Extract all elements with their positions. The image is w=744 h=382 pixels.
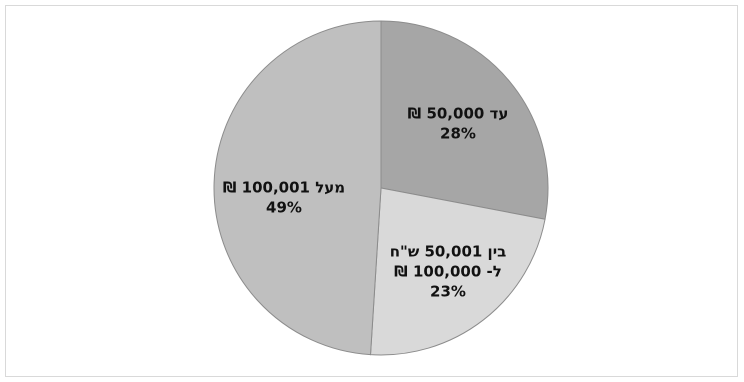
- pie-chart: עד 50,000 ₪ 28% בין 50,001 ש"ח ל- 100,000 ₪…: [213, 20, 549, 356]
- slice-2-label-line-1: בין 50,001 ש"ח: [390, 243, 507, 261]
- pie-slice-2: [369, 187, 546, 356]
- slice-3-percent: 49%: [266, 199, 302, 217]
- slice-2-percent: 23%: [430, 283, 466, 301]
- pie-slice-1: [380, 20, 549, 220]
- chart-area: עד 50,000 ₪ 28% בין 50,001 ש"ח ל- 100,000 ₪…: [5, 5, 738, 377]
- slice-3-label-line-1: מעל 100,001 ₪: [223, 179, 345, 197]
- slice-1-percent: 28%: [440, 125, 476, 143]
- slice-1-label-line-1: עד 50,000 ₪: [408, 105, 509, 123]
- slice-2-label-line-2: ל- 100,000 ₪: [394, 263, 502, 281]
- pie-slice-3: [213, 20, 382, 356]
